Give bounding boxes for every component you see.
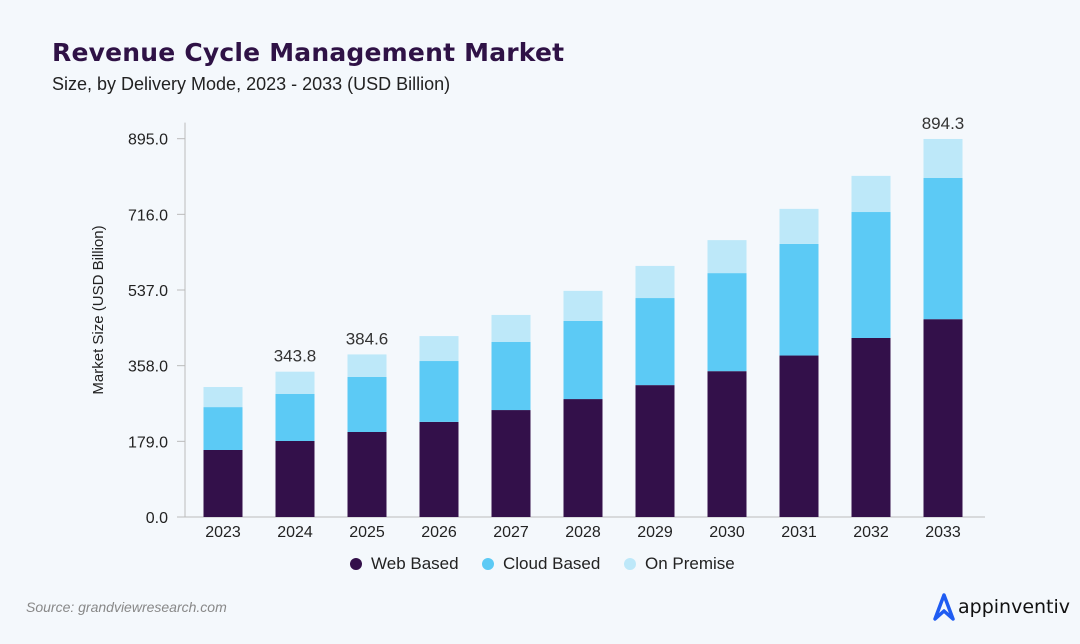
- x-tick-label: 2023: [205, 524, 241, 541]
- x-tick-label: 2025: [349, 524, 385, 541]
- chart-subtitle: Size, by Delivery Mode, 2023 - 2033 (USD…: [52, 74, 451, 94]
- bar-on-premise-2033: [923, 138, 963, 178]
- y-tick-label: 895.0: [128, 132, 168, 149]
- data-label: 343.8: [274, 347, 317, 366]
- bar-on-premise-2030: [707, 240, 747, 274]
- chart-title: Revenue Cycle Management Market: [52, 38, 565, 67]
- x-tick-label: 2028: [565, 524, 601, 541]
- legend-marker-on-premise: [624, 558, 636, 570]
- bar-web-based-2029: [635, 385, 675, 517]
- y-tick-label: 716.0: [128, 207, 168, 224]
- x-tick-label: 2032: [853, 524, 889, 541]
- bar-on-premise-2024: [275, 371, 315, 394]
- bar-on-premise-2029: [635, 265, 675, 299]
- bar-cloud-based-2028: [563, 320, 603, 400]
- bar-on-premise-2027: [491, 314, 531, 343]
- bar-cloud-based-2031: [779, 243, 819, 356]
- bar-web-based-2024: [275, 440, 315, 517]
- bar-web-based-2030: [707, 371, 747, 517]
- bar-web-based-2032: [851, 337, 891, 517]
- legend-label: Web Based: [371, 554, 459, 573]
- bar-cloud-based-2030: [707, 273, 747, 372]
- bar-web-based-2026: [419, 421, 459, 517]
- bar-web-based-2027: [491, 410, 531, 517]
- legend-label: Cloud Based: [503, 554, 600, 573]
- x-tick-label: 2031: [781, 524, 817, 541]
- bar-cloud-based-2024: [275, 393, 315, 441]
- legend-marker-web-based: [350, 558, 362, 570]
- bar-on-premise-2032: [851, 175, 891, 213]
- bar-cloud-based-2026: [419, 361, 459, 422]
- bar-on-premise-2025: [347, 354, 387, 377]
- legend-label: On Premise: [645, 554, 735, 573]
- y-tick-label: 179.0: [128, 434, 168, 451]
- x-tick-label: 2026: [421, 524, 457, 541]
- bar-cloud-based-2033: [923, 177, 963, 320]
- bar-cloud-based-2027: [491, 342, 531, 411]
- bar-on-premise-2031: [779, 208, 819, 244]
- stacked-bar-chart: 0.0 179.0 358.0 537.0 716.0 895.0 Market Size …: [90, 114, 985, 573]
- bar-on-premise-2026: [419, 336, 459, 362]
- x-tick-label: 2033: [925, 524, 961, 541]
- source-note: Source: grandviewresearch.com: [26, 599, 227, 615]
- brand-logo: appinventiv: [932, 593, 1070, 621]
- x-tick-label: 2030: [709, 524, 745, 541]
- bar-cloud-based-2025: [347, 376, 387, 432]
- y-axis-title: Market Size (USD Billion): [90, 225, 107, 394]
- y-tick-label: 0.0: [146, 510, 168, 527]
- bar-cloud-based-2023: [203, 407, 243, 451]
- x-tick-label: 2027: [493, 524, 529, 541]
- bar-on-premise-2028: [563, 290, 603, 321]
- bar-cloud-based-2032: [851, 212, 891, 338]
- appinventiv-logo-icon: [933, 593, 955, 621]
- x-tick-label: 2024: [277, 524, 313, 541]
- bar-web-based-2031: [779, 355, 819, 517]
- data-label: 894.3: [922, 114, 965, 133]
- bar-cloud-based-2029: [635, 298, 675, 386]
- bar-web-based-2033: [923, 319, 963, 517]
- y-tick-label: 537.0: [128, 283, 168, 300]
- bar-web-based-2025: [347, 431, 387, 517]
- bar-on-premise-2023: [203, 387, 243, 408]
- brand-name: appinventiv: [958, 596, 1071, 618]
- y-tick-label: 358.0: [128, 359, 168, 376]
- bar-web-based-2023: [203, 450, 243, 517]
- data-label: 384.6: [346, 329, 389, 348]
- legend-marker-cloud-based: [482, 558, 494, 570]
- x-tick-label: 2029: [637, 524, 673, 541]
- bar-web-based-2028: [563, 399, 603, 517]
